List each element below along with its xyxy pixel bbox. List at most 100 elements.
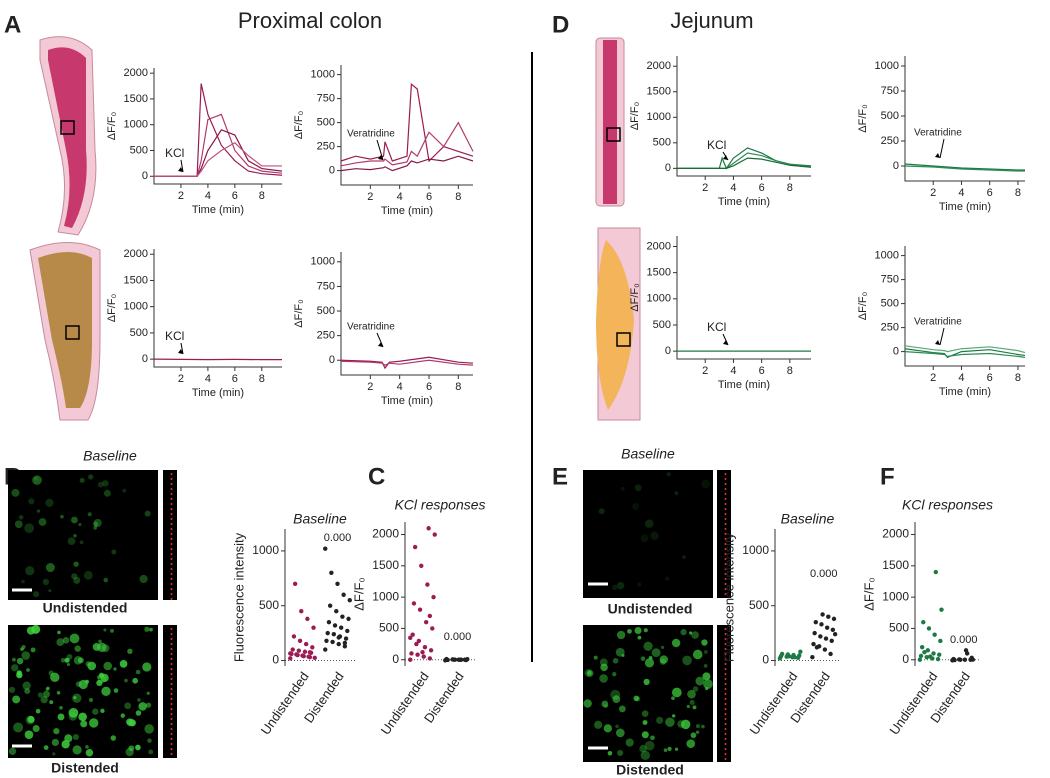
micrograph-cell	[149, 627, 153, 632]
data-point	[310, 645, 315, 650]
micrograph-cell	[49, 700, 54, 705]
data-point	[324, 638, 329, 643]
strip-dot	[724, 758, 727, 760]
panel-label: D	[552, 11, 569, 38]
arrow-head	[723, 155, 728, 160]
data-point	[331, 632, 337, 637]
micrograph-cell	[642, 720, 648, 725]
data-point	[330, 639, 335, 645]
strip-dot	[724, 688, 727, 690]
micrograph-cell	[110, 735, 117, 741]
annotation: Veratridine	[914, 128, 962, 139]
strip-dot	[724, 713, 727, 715]
micrograph-cell	[659, 655, 669, 664]
chart-title: Baseline	[781, 511, 835, 527]
micrograph-cell	[671, 638, 681, 648]
strip-dot	[170, 728, 173, 730]
micrograph-cell	[87, 661, 97, 671]
data-point	[412, 544, 418, 550]
image-label: Distended	[616, 762, 684, 778]
data-point	[311, 625, 316, 630]
arrow-head	[378, 342, 383, 347]
x-tick-label: Undistended	[746, 669, 800, 737]
strip-dot	[724, 513, 727, 515]
x-tick-label: 4	[205, 190, 211, 202]
y-tick-label: 0	[142, 170, 148, 182]
data-point	[326, 619, 332, 625]
micrograph-cell	[705, 687, 709, 691]
micrograph-cell	[78, 679, 88, 690]
y-tick-label: 500	[653, 319, 671, 331]
micrograph-cell	[144, 626, 150, 632]
micrograph-cell	[80, 720, 88, 728]
micrograph-cell	[674, 747, 679, 751]
micrograph-cell	[79, 540, 84, 545]
strip-dot	[170, 688, 173, 690]
micrograph-cell	[27, 715, 35, 724]
micrograph-cell	[680, 719, 691, 730]
micrograph-cell	[98, 639, 102, 644]
micrograph-cell	[33, 591, 40, 598]
strip-dot	[170, 538, 173, 540]
micrograph-cell	[660, 645, 665, 649]
x-tick-label: 6	[426, 381, 432, 393]
annotation: 0.000	[810, 568, 838, 580]
title: Proximal colon	[238, 8, 382, 33]
y-tick-label: 0	[762, 653, 769, 667]
strip-dot	[170, 483, 173, 485]
strip-dot	[170, 738, 173, 740]
micrograph-cell	[8, 747, 17, 755]
y-tick-label: 0	[902, 652, 909, 666]
y-tick-label: 1500	[124, 274, 148, 286]
micrograph-cell	[611, 584, 618, 591]
micrograph-cell	[617, 749, 624, 756]
strip-dot	[170, 518, 173, 520]
strip-dot	[724, 673, 727, 675]
micrograph-cell	[67, 537, 76, 545]
y-axis-label: ΔF/F₀	[351, 577, 366, 611]
data-point	[345, 628, 350, 634]
data-point	[931, 651, 936, 656]
data-point	[408, 657, 413, 662]
axis	[904, 56, 1025, 182]
micrograph-cell	[30, 647, 36, 653]
micrograph-cell	[45, 498, 54, 507]
data-point	[341, 592, 346, 597]
micrograph-cell	[703, 663, 708, 668]
micrograph-cell	[148, 749, 154, 755]
strip-dot	[724, 628, 727, 630]
arrow-head	[178, 349, 183, 354]
micrograph-cell	[21, 579, 25, 584]
strip-dot	[170, 523, 173, 525]
micrograph-cell	[687, 689, 696, 699]
data-point	[415, 652, 420, 657]
strip-dot	[724, 658, 727, 660]
y-tick-label: 0	[893, 346, 899, 358]
y-tick-label: 1000	[311, 69, 335, 81]
y-tick-label: 1000	[882, 589, 909, 603]
micrograph-cell	[594, 720, 603, 729]
micrograph-cell	[631, 502, 640, 511]
data-point	[303, 641, 309, 647]
micrograph-cell	[35, 708, 41, 714]
y-tick-label: 1000	[372, 589, 399, 603]
strip-dot	[724, 523, 727, 525]
micrograph-cell	[79, 477, 85, 483]
micrograph-cell	[689, 699, 695, 705]
strip-dot	[170, 568, 173, 570]
micrograph-cell	[92, 708, 99, 715]
strip-dot	[170, 703, 173, 705]
data-point	[302, 649, 308, 654]
micrograph-cell	[111, 549, 117, 555]
x-tick-label: 4	[958, 372, 964, 384]
micrograph-cell	[103, 661, 113, 671]
micrograph-cell	[695, 676, 705, 686]
data-point	[419, 563, 424, 569]
y-axis-label: ΔF/F₀	[293, 111, 305, 139]
micrograph-cell	[103, 489, 111, 497]
micrograph-cell	[56, 638, 65, 647]
x-tick-label: 4	[730, 182, 736, 194]
y-tick-label: 1500	[647, 86, 671, 98]
y-tick-label: 1500	[882, 558, 909, 572]
